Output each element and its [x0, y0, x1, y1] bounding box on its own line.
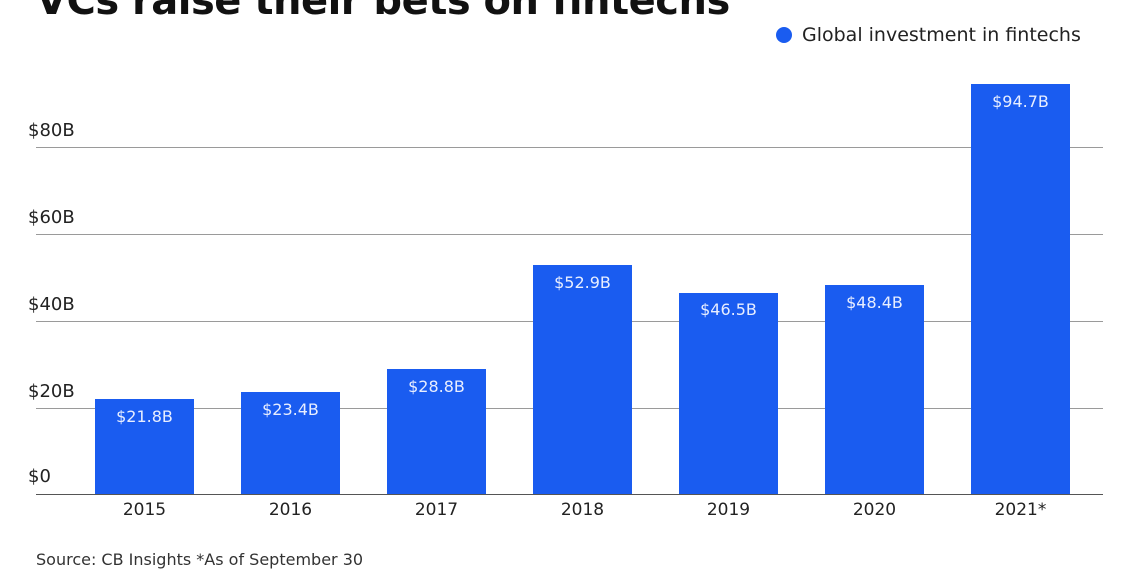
bar-2015 — [95, 399, 194, 494]
legend: Global investment in fintechs — [776, 24, 1081, 46]
bar-2019 — [679, 293, 778, 494]
bar-value-label: $52.9B — [554, 273, 611, 292]
x-tick-label: 2016 — [268, 500, 313, 520]
legend-label: Global investment in fintechs — [802, 24, 1081, 46]
x-tick-label: 2021* — [994, 500, 1047, 520]
bar-value-label: $46.5B — [700, 300, 757, 319]
source-note: Source: CB Insights *As of September 30 — [36, 550, 364, 569]
gridline-60 — [36, 234, 1103, 235]
y-tick-label: $60B — [28, 207, 75, 228]
bar-2018 — [533, 265, 632, 494]
y-tick-label: $80B — [28, 120, 75, 141]
y-tick-label: $40B — [28, 294, 75, 315]
bar-value-label: $94.7B — [992, 92, 1049, 111]
bar-2020 — [825, 285, 924, 494]
gridline-80 — [36, 147, 1103, 148]
x-tick-label: 2019 — [706, 500, 751, 520]
y-tick-label: $20B — [28, 381, 75, 402]
bar-value-label: $28.8B — [408, 377, 465, 396]
bar-value-label: $21.8B — [116, 407, 173, 426]
bar-2021 — [971, 84, 1070, 494]
bar-value-label: $48.4B — [846, 293, 903, 312]
x-tick-label: 2015 — [122, 500, 167, 520]
x-tick-label: 2018 — [560, 500, 605, 520]
bar-2017 — [387, 369, 486, 494]
x-tick-label: 2017 — [414, 500, 459, 520]
x-axis-line — [36, 494, 1103, 495]
legend-dot-icon — [776, 27, 792, 43]
y-tick-label: $0 — [28, 466, 51, 487]
bar-value-label: $23.4B — [262, 400, 319, 419]
bar-2016 — [241, 392, 340, 494]
x-tick-label: 2020 — [852, 500, 897, 520]
chart-title: VCs raise their bets on fintechs — [36, 0, 730, 24]
